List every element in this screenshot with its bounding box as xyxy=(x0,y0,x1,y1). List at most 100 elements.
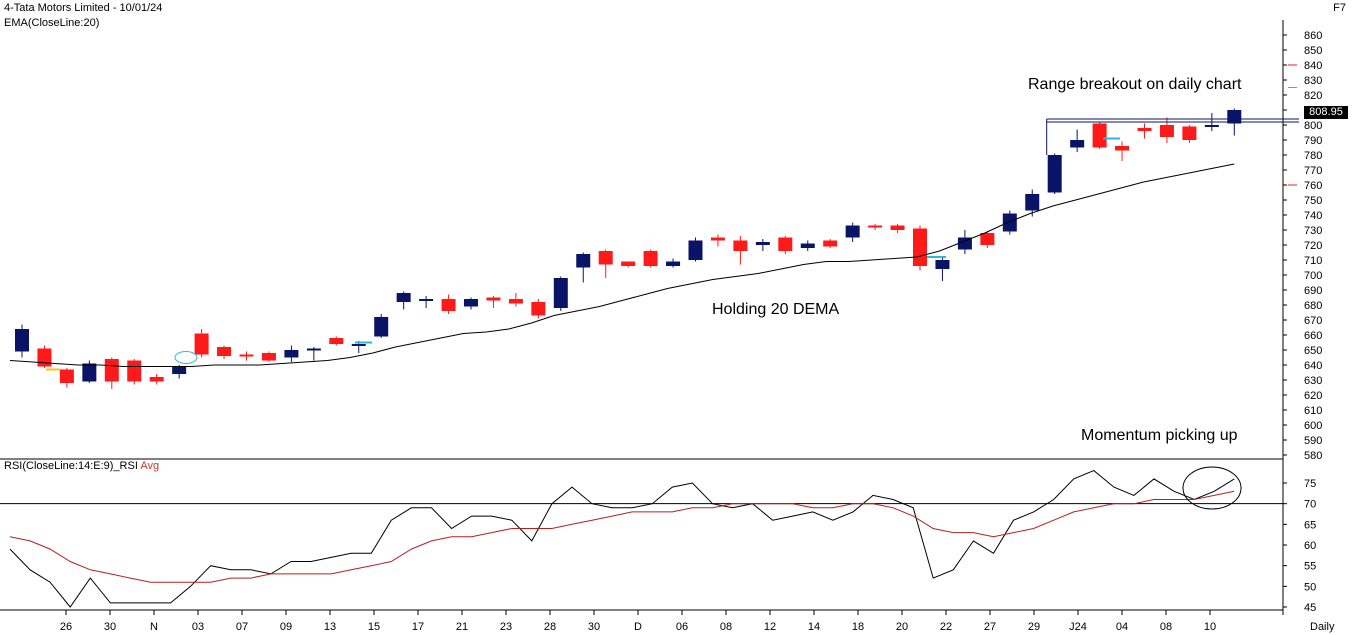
candle xyxy=(1137,123,1152,139)
candle xyxy=(306,347,321,361)
rsi-tick-label: 70 xyxy=(1304,499,1316,511)
candle xyxy=(104,357,119,389)
rsi-tick-label: 55 xyxy=(1304,561,1316,573)
candle-body xyxy=(800,243,815,248)
x-tick-label: J24 xyxy=(1069,621,1087,633)
candle xyxy=(82,360,97,383)
candle xyxy=(531,299,546,319)
rsi-avg-line xyxy=(9,490,1235,583)
price-tick-label: 650 xyxy=(1304,345,1322,357)
candle-body xyxy=(643,251,658,266)
x-tick-label: 04 xyxy=(1116,621,1128,633)
ema-line xyxy=(9,163,1235,367)
candle xyxy=(464,297,478,310)
price-tick-label: 730 xyxy=(1304,225,1322,237)
candle-body xyxy=(1182,126,1197,140)
candle-body xyxy=(913,228,927,266)
price-tick-label: 610 xyxy=(1304,405,1322,417)
candle xyxy=(329,336,344,346)
x-tick-label: N xyxy=(150,621,158,633)
candle-body xyxy=(1047,155,1062,193)
candle-body xyxy=(217,347,232,356)
candle-body xyxy=(127,360,142,382)
price-tick-label: 780 xyxy=(1304,150,1322,162)
x-tick-label: 18 xyxy=(852,621,864,633)
price-tick-label: 720 xyxy=(1304,240,1322,252)
rsi-tick-label: 45 xyxy=(1304,602,1316,614)
candle xyxy=(598,249,613,278)
candle-body xyxy=(980,233,995,245)
rsi-title-main: RSI(CloseLine:14:E:9)_RSI xyxy=(4,460,138,472)
candle-body xyxy=(486,297,501,301)
candle-body xyxy=(531,302,546,316)
price-tick-label: 700 xyxy=(1304,270,1322,282)
candle-body xyxy=(261,353,276,361)
candle-body xyxy=(374,317,389,337)
candle-body xyxy=(396,293,411,302)
x-tick-label: 06 xyxy=(676,621,688,633)
candle xyxy=(1002,210,1017,235)
price-tick-label: 680 xyxy=(1304,300,1322,312)
candle-body xyxy=(576,254,591,268)
candle xyxy=(59,368,74,388)
last-price-tag: 808.95 xyxy=(1304,106,1348,119)
price-tick-label: 770 xyxy=(1304,165,1322,177)
candle-body xyxy=(1025,194,1040,211)
candle xyxy=(284,345,299,362)
candle xyxy=(890,224,905,233)
candle xyxy=(508,293,523,307)
price-tick-label: 850 xyxy=(1304,45,1322,57)
candle-body xyxy=(755,242,770,245)
candle xyxy=(37,345,52,368)
x-tick-label: 15 xyxy=(368,621,380,633)
candle xyxy=(553,276,568,311)
price-tick-label: 580 xyxy=(1304,450,1322,462)
candle xyxy=(957,230,972,254)
candle xyxy=(1070,129,1085,152)
candle-body xyxy=(1204,125,1219,127)
candle-body xyxy=(1092,123,1107,148)
candle xyxy=(1182,125,1197,143)
candle xyxy=(374,314,389,338)
candle-body xyxy=(172,366,187,374)
x-tick-label: 08 xyxy=(1160,621,1172,633)
candle xyxy=(194,329,209,358)
candle-body xyxy=(59,369,74,383)
x-tick-label: 07 xyxy=(236,621,248,633)
highlight-oval xyxy=(174,351,198,364)
x-tick-label: 22 xyxy=(940,621,952,633)
price-tick-label: 710 xyxy=(1304,255,1322,267)
candle xyxy=(419,296,434,308)
price-tick-label: 630 xyxy=(1304,375,1322,387)
candle-body xyxy=(1137,128,1152,131)
price-tick-label: 840 xyxy=(1304,60,1322,72)
candle-body xyxy=(284,350,299,358)
candle xyxy=(868,224,883,230)
candle xyxy=(127,359,142,385)
candle xyxy=(845,222,860,242)
price-tick-label: 800 xyxy=(1304,120,1322,132)
candle xyxy=(396,291,411,310)
candle-body xyxy=(441,299,456,311)
candle xyxy=(149,374,164,385)
candle xyxy=(621,261,636,268)
candle-body xyxy=(37,348,52,367)
candle-body xyxy=(1227,110,1242,124)
candle-body xyxy=(239,354,254,357)
candle-body xyxy=(306,348,321,351)
candle xyxy=(1047,153,1062,194)
candle xyxy=(1115,141,1130,161)
candle-body xyxy=(621,261,636,266)
candle xyxy=(800,240,815,251)
price-tick-label: 690 xyxy=(1304,285,1322,297)
candle xyxy=(217,345,232,359)
price-tick-label: 760 xyxy=(1304,180,1322,192)
candle xyxy=(688,237,703,262)
x-tick-label: 08 xyxy=(720,621,732,633)
candle-body xyxy=(845,225,860,238)
x-tick-label: 21 xyxy=(456,621,468,633)
candle xyxy=(261,351,276,362)
candle-body xyxy=(464,299,478,307)
x-tick-label: 17 xyxy=(412,621,424,633)
